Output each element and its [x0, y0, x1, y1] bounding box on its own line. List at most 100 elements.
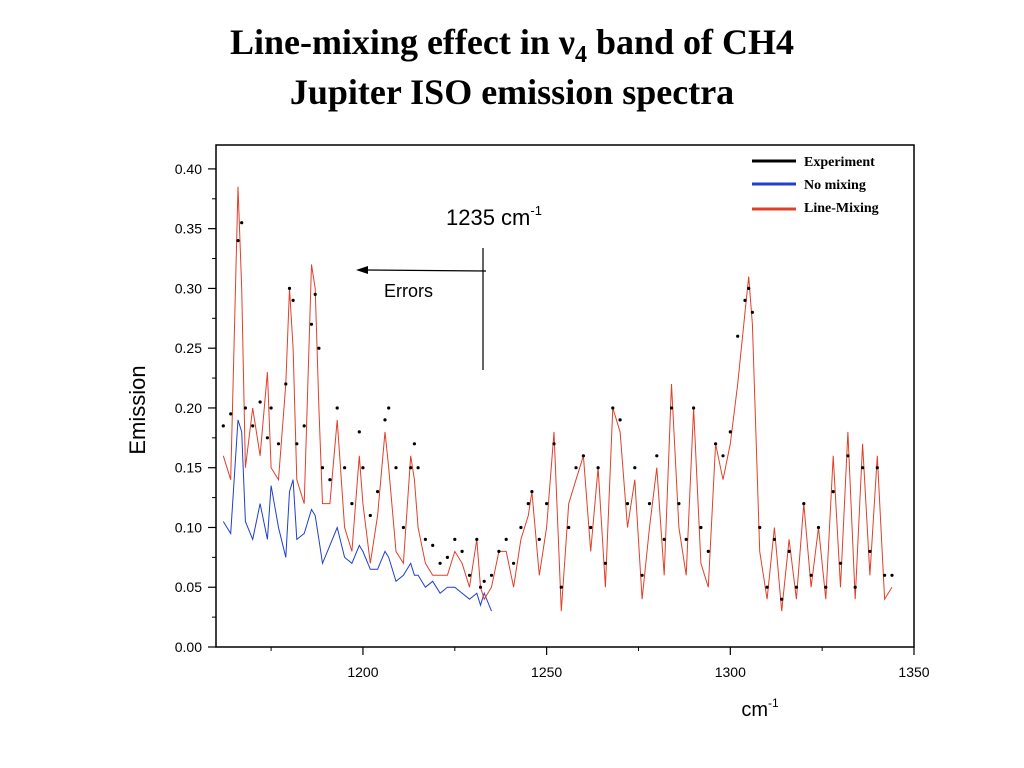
- experiment-point: [831, 490, 835, 494]
- experiment-point: [309, 322, 314, 326]
- experiment-point: [350, 502, 354, 506]
- experiment-point: [320, 466, 325, 470]
- experiment-point: [394, 466, 398, 470]
- experiment-point: [387, 406, 391, 410]
- experiment-point: [317, 346, 321, 350]
- marker-label-main: 1235 cm: [446, 205, 530, 230]
- experiment-point: [409, 466, 413, 470]
- experiment-point: [706, 549, 710, 554]
- experiment-point: [460, 549, 464, 554]
- experiment-point: [526, 502, 530, 506]
- x-axis-label-sup: -1: [768, 696, 779, 710]
- experiment-point: [276, 442, 281, 446]
- experiment-point: [611, 406, 615, 410]
- experiment-point: [467, 573, 472, 577]
- y-tick-label: 0.10: [175, 519, 202, 535]
- experiment-point: [692, 406, 696, 410]
- experiment-point: [853, 585, 857, 589]
- experiment-point: [412, 442, 416, 446]
- experiment-point: [699, 525, 703, 530]
- experiment-point: [861, 466, 865, 470]
- errors-label: Errors: [384, 281, 433, 301]
- y-tick-label: 0.15: [175, 460, 202, 476]
- y-tick-label: 0.30: [175, 280, 202, 296]
- experiment-point: [662, 537, 666, 542]
- y-tick-label: 0.00: [175, 639, 202, 655]
- experiment-point: [552, 442, 556, 446]
- experiment-point: [875, 466, 879, 470]
- experiment-point: [482, 579, 486, 583]
- experiment-point: [236, 239, 240, 243]
- experiment-point: [633, 466, 637, 470]
- experiment-point: [567, 525, 571, 530]
- experiment-point: [559, 585, 563, 589]
- experiment-point: [291, 298, 295, 302]
- experiment-point: [453, 537, 457, 542]
- experiment-point: [581, 454, 586, 458]
- marker-label-sup: -1: [530, 203, 542, 218]
- experiment-point: [787, 549, 791, 554]
- title-subscript: 4: [574, 42, 587, 68]
- series-layer: [221, 186, 894, 612]
- experiment-point: [251, 424, 255, 428]
- experiment-point: [221, 424, 225, 428]
- experiment-point: [504, 537, 508, 542]
- experiment-point: [669, 406, 674, 410]
- experiment-point: [545, 502, 549, 506]
- experiment-point: [343, 466, 347, 470]
- experiment-point: [478, 585, 483, 589]
- experiment-point: [816, 525, 821, 530]
- experiment-point: [747, 286, 751, 290]
- experiment-point: [750, 310, 755, 314]
- experiment-point: [357, 430, 361, 434]
- experiment-point: [284, 382, 288, 386]
- experiment-point: [640, 573, 644, 577]
- experiment-point: [758, 525, 762, 530]
- experiment-point: [269, 406, 273, 410]
- experiment-point: [431, 543, 435, 548]
- experiment-point: [809, 573, 813, 577]
- experiment-point: [765, 585, 769, 589]
- y-tick-label: 0.25: [175, 340, 202, 356]
- experiment-point: [445, 555, 449, 560]
- experiment-point: [625, 502, 630, 506]
- legend-label-experiment: Experiment: [804, 155, 875, 170]
- title-suffix: band of CH4: [586, 22, 795, 62]
- x-tick-label: 1300: [715, 664, 746, 680]
- experiment-point: [846, 454, 850, 458]
- experiment-point: [589, 525, 593, 530]
- experiment-point: [530, 490, 534, 494]
- legend-label-no-mixing: No mixing: [804, 178, 866, 193]
- experiment-point: [240, 221, 244, 225]
- experiment-point: [287, 286, 292, 290]
- errors-arrow-head: [356, 266, 368, 274]
- experiment-point: [838, 561, 843, 565]
- x-axis-label-main: cm: [741, 699, 768, 721]
- experiment-point: [511, 561, 516, 565]
- experiment-point: [883, 573, 887, 577]
- legend: Experiment No mixing Line-Mixing: [752, 155, 879, 216]
- experiment-point: [677, 502, 681, 506]
- experiment-point: [824, 585, 828, 589]
- x-tick-label: 1250: [531, 664, 562, 680]
- x-tick-label: 1200: [347, 664, 378, 680]
- series-line-mixing-line: [222, 186, 893, 612]
- experiment-point: [574, 466, 578, 470]
- title-nu-symbol: ν: [558, 22, 575, 62]
- y-tick-label: 0.05: [175, 579, 202, 595]
- experiment-point: [596, 466, 600, 470]
- experiment-point: [258, 400, 262, 404]
- experiment-point: [868, 549, 872, 554]
- title-prefix: Line-mixing effect in: [229, 22, 559, 62]
- experiment-point: [890, 573, 894, 577]
- experiment-point: [438, 561, 442, 565]
- experiment-point: [794, 585, 799, 589]
- experiment-point: [416, 466, 420, 470]
- errors-arrow-shaft: [365, 269, 487, 272]
- experiment-point: [489, 573, 494, 577]
- chart-title-line2: Jupiter ISO emission spectra: [289, 72, 735, 112]
- experiment-point: [736, 334, 740, 338]
- plot-frame: [215, 144, 915, 648]
